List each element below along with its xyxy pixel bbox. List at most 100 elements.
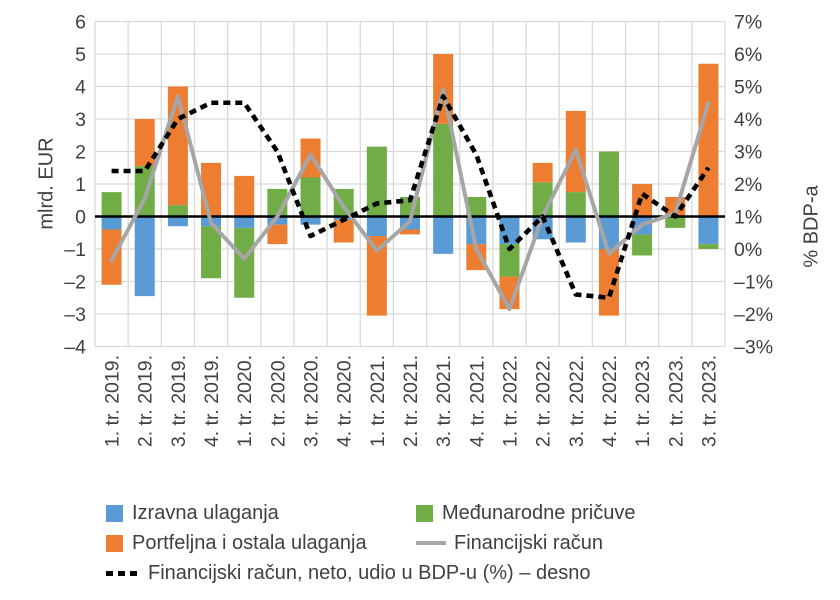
left-axis-tick-label: 2 [75,142,86,164]
green-square-swatch [416,504,433,522]
bar-segment-me-unarodne-pri-uve [499,244,520,277]
bar-segment-portfeljna-i-ostala-ulaganja [466,244,487,271]
legend-label: Financijski račun, neto, udio u BDP-u (%… [148,561,591,584]
bar-segment-me-unarodne-pri-uve [366,146,387,217]
financijski-racun-line [109,87,711,312]
right-axis-tick-label: –1% [734,272,773,294]
right-axis-tick-label: –2% [734,304,773,326]
bdp-dashed-line [111,93,711,301]
bar-segment-portfeljna-i-ostala-ulaganja [134,119,155,167]
x-axis-tick-label: 4. tr. 2019. [201,355,223,447]
left-axis-tick-label: 4 [75,77,86,99]
bar-segment-izravna-ulaganja [101,216,122,230]
bar-segment-izravna-ulaganja [167,216,188,227]
bar-segment-izravna-ulaganja [433,216,454,254]
left-axis-title: mlrd. EUR [35,137,58,230]
x-axis-tick-label: 4. tr. 2022. [599,355,621,447]
x-axis-tick-label: 4. tr. 2020. [334,355,356,447]
bar-segment-portfeljna-i-ostala-ulaganja [400,229,420,235]
bar-segment-izravna-ulaganja [698,216,719,245]
plot-area: 6 5 4 3 2 1 0 –1 –2 –3 –4 7% 6% 5% 4% 3% 2% 1% 0% –1% –2% –3%… [64,12,773,448]
bar-segment-me-unarodne-pri-uve [466,197,487,217]
right-axis-tick-label: 2% [734,174,762,196]
legend-label: Izravna ulaganja [132,501,279,524]
legend-label: Financijski račun [454,531,603,554]
bar-segment-izravna-ulaganja [267,216,288,225]
legend-row: Izravna ulaganja Međunarodne pričuve [106,498,746,528]
bar-segment-me-unarodne-pri-uve [565,192,586,217]
legend-item-izravna-ulaganja: Izravna ulaganja [106,502,416,525]
right-axis-tick-label: 0% [734,239,762,261]
legend-row: Portfeljna i ostala ulaganja Financijski… [106,528,746,558]
legend-item-medunarodne-pricuve: Međunarodne pričuve [416,502,635,525]
x-axis-tick-label: 1. tr. 2021. [367,355,389,447]
bar-segment-me-unarodne-pri-uve [698,244,719,249]
left-axis-tick-label: –4 [64,337,86,359]
right-axis-tick-label: 6% [734,44,762,66]
legend: Izravna ulaganja Međunarodne pričuve Por… [106,498,746,588]
legend-label: Međunarodne pričuve [442,501,636,524]
bar-segment-portfeljna-i-ostala-ulaganja [234,175,255,217]
orange-square-swatch [106,534,123,552]
bar-segment-izravna-ulaganja [366,216,387,236]
left-axis-tick-label: 0 [75,207,86,229]
bar-segment-portfeljna-i-ostala-ulaganja [267,224,288,245]
bar-segment-portfeljna-i-ostala-ulaganja [698,63,719,217]
x-axis-tick-label: 3. tr. 2023. [698,355,720,447]
bar-segment-me-unarodne-pri-uve [234,227,255,298]
blue-square-swatch [106,504,123,522]
left-axis-tick-label: –1 [64,239,86,261]
left-axis-tick-label: 3 [75,109,86,131]
right-axis-tick-label: 7% [734,12,762,34]
bar-segment-portfeljna-i-ostala-ulaganja [167,86,188,206]
gray-line-swatch [416,541,446,545]
right-axis-tick-label: 5% [734,77,762,99]
legend-label: Portfeljna i ostala ulaganja [132,531,367,554]
bar-segment-me-unarodne-pri-uve [300,177,321,217]
bar-segment-portfeljna-i-ostala-ulaganja [366,236,387,316]
x-axis-tick-label: 1. tr. 2023. [632,355,654,447]
bar-segment-portfeljna-i-ostala-ulaganja [333,219,354,243]
legend-item-portfeljna-ulaganja: Portfeljna i ostala ulaganja [106,532,416,555]
bar-segment-portfeljna-i-ostala-ulaganja [532,162,553,183]
bar-segment-izravna-ulaganja [234,216,255,228]
right-axis-title: % BDP-a [800,185,823,268]
bar-segment-izravna-ulaganja [300,216,321,225]
right-axis-tick-label: –3% [734,337,773,359]
legend-item-financijski-racun: Financijski račun [416,532,603,555]
x-axis-tick-label: 3. tr. 2022. [566,355,588,447]
left-axis-tick-label: –3 [64,304,86,326]
x-axis-tick-label: 2. tr. 2023. [665,355,687,447]
bar-segment-me-unarodne-pri-uve [632,234,653,256]
x-axis-tick-label: 1. tr. 2019. [102,355,124,447]
right-axis-tick-label: 3% [734,142,762,164]
bar-segment-me-unarodne-pri-uve [665,216,686,228]
x-axis-tick-label: 4. tr. 2021. [466,355,488,447]
left-axis-tick-label: 1 [75,174,86,196]
right-axis-tick-label: 1% [734,207,762,229]
x-axis-tick-label: 3. tr. 2021. [433,355,455,447]
bar-segment-me-unarodne-pri-uve [167,205,188,217]
legend-row: Financijski račun, neto, udio u BDP-u (%… [106,558,746,588]
x-axis-tick-label: 2. tr. 2019. [135,355,157,447]
x-axis-tick-label: 3. tr. 2020. [301,355,323,447]
bar-segment-izravna-ulaganja [134,216,155,297]
left-axis-tick-label: 6 [75,12,86,34]
x-axis-tick-label: 2. tr. 2022. [533,355,555,447]
x-axis-tick-label: 2. tr. 2021. [400,355,422,447]
bar-segment-me-unarodne-pri-uve [201,226,222,279]
bar-segment-izravna-ulaganja [565,216,586,243]
x-axis-tick-label: 2. tr. 2020. [267,355,289,447]
bar-segment-me-unarodne-pri-uve [101,192,122,217]
x-axis-tick-label: 1. tr. 2022. [499,355,521,447]
left-axis-tick-label: –2 [64,272,86,294]
left-axis-tick-label: 5 [75,44,86,66]
bar-segment-me-unarodne-pri-uve [598,151,619,217]
right-axis-tick-label: 4% [734,109,762,131]
x-axis-tick-label: 1. tr. 2020. [234,355,256,447]
black-dashed-line-swatch [106,570,140,576]
legend-item-financijski-racun-bdp: Financijski račun, neto, udio u BDP-u (%… [106,562,590,585]
bar-segment-me-unarodne-pri-uve [433,123,454,217]
x-axis-tick-label: 3. tr. 2019. [168,355,190,447]
